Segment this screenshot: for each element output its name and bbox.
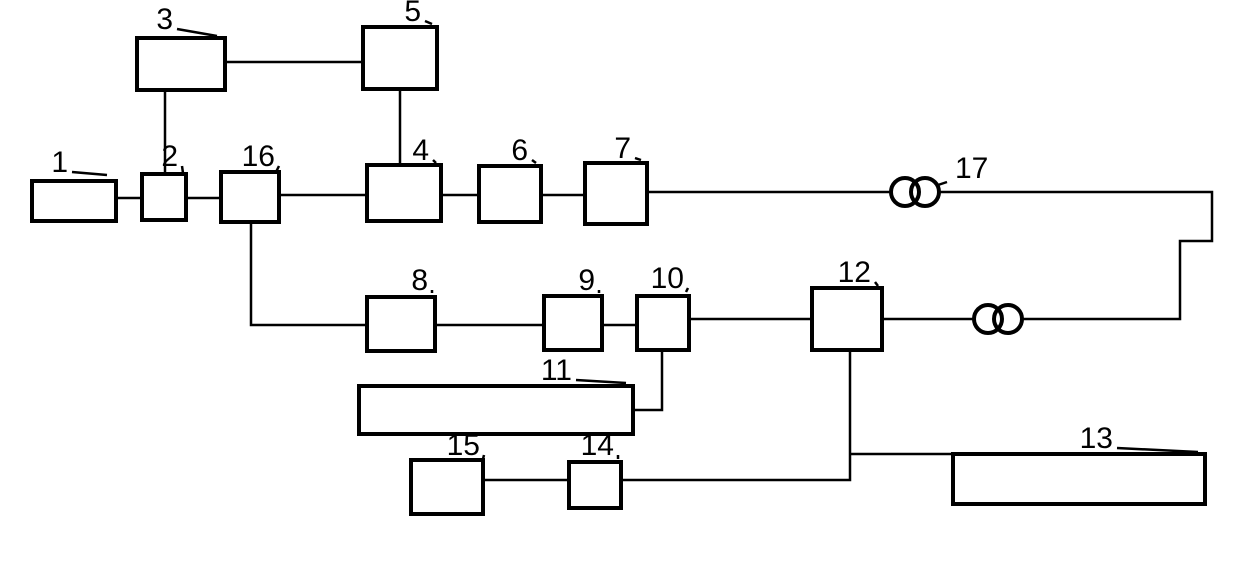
label-lead	[686, 288, 688, 292]
block-14	[569, 462, 621, 508]
block-6	[479, 166, 541, 222]
block-label-4: 4	[412, 134, 429, 167]
label-lead	[72, 172, 107, 175]
label-lead	[532, 160, 536, 163]
block-16	[221, 172, 279, 222]
label-lead	[177, 29, 217, 36]
block-label-9: 9	[578, 264, 595, 297]
coil-label-17: 17	[955, 152, 988, 185]
block-15	[411, 460, 483, 514]
block-label-13: 13	[1080, 422, 1113, 455]
block-5	[363, 27, 437, 89]
block-diagram: 1231645678910111213141517	[0, 0, 1239, 564]
block-label-10: 10	[651, 262, 684, 295]
block-1	[32, 181, 116, 221]
block-9	[544, 296, 602, 350]
block-label-7: 7	[614, 132, 631, 165]
block-label-8: 8	[411, 264, 428, 297]
block-10	[637, 296, 689, 350]
block-label-14: 14	[581, 429, 614, 462]
label-lead	[425, 21, 432, 24]
block-label-6: 6	[511, 134, 528, 167]
wire	[621, 350, 850, 480]
block-13	[953, 454, 1205, 504]
block-label-15: 15	[447, 429, 480, 462]
wire	[251, 222, 367, 325]
block-label-12: 12	[838, 256, 871, 289]
label-lead	[938, 182, 947, 185]
block-label-16: 16	[242, 140, 275, 173]
block-7	[585, 163, 647, 224]
block-label-11: 11	[541, 354, 572, 387]
block-2	[142, 174, 186, 220]
label-lead	[576, 380, 626, 383]
block-8	[367, 297, 435, 351]
block-4	[367, 165, 441, 221]
wire	[633, 350, 662, 410]
wire	[939, 192, 1212, 319]
label-lead	[483, 455, 484, 459]
block-label-3: 3	[156, 3, 173, 36]
label-lead	[875, 282, 878, 286]
block-label-1: 1	[51, 146, 68, 179]
label-lead	[1117, 448, 1198, 452]
coil-c18	[994, 305, 1022, 333]
block-12	[812, 288, 882, 350]
label-lead	[635, 158, 641, 160]
label-lead	[182, 166, 183, 173]
coil-c17	[911, 178, 939, 206]
block-11	[359, 386, 633, 434]
block-label-2: 2	[161, 140, 178, 173]
block-label-5: 5	[404, 0, 421, 28]
label-lead	[433, 160, 436, 163]
block-3	[137, 38, 225, 90]
